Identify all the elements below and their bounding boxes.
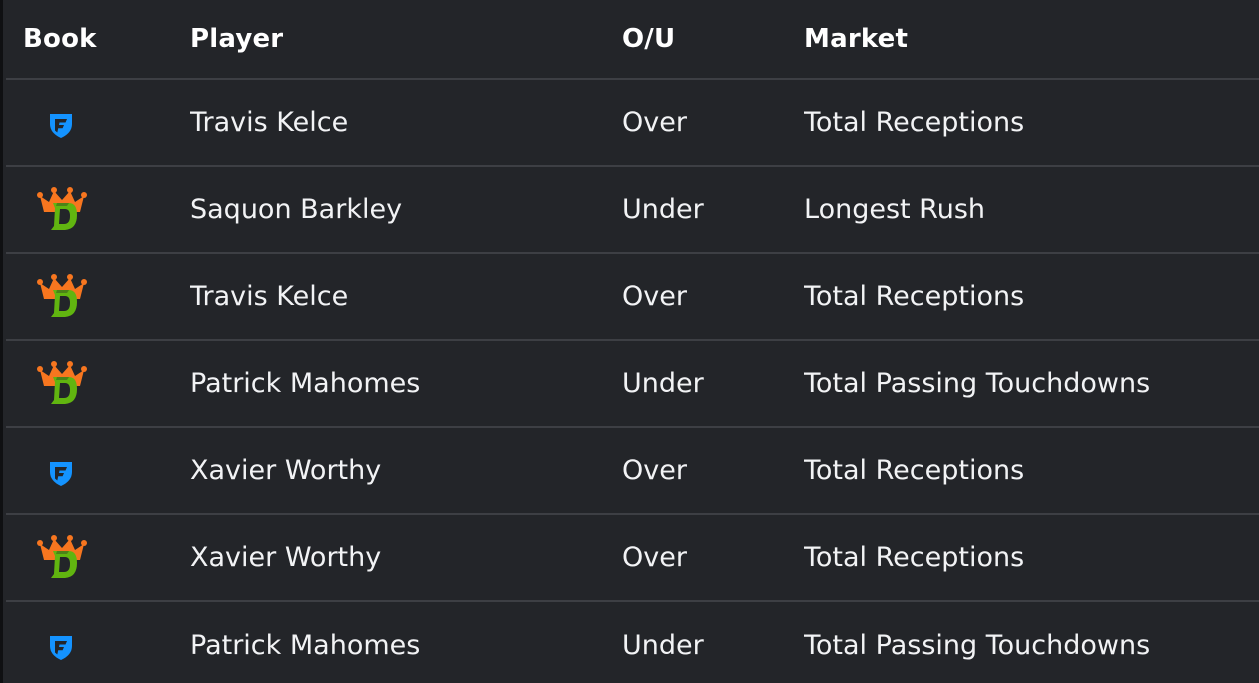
book-logo [6,267,190,327]
ou-cell: Under [622,340,804,428]
market-cell: Total Receptions [804,79,1259,167]
column-header-player[interactable]: Player [190,0,622,80]
ou-cell: Over [622,514,804,602]
player-cell: Xavier Worthy [190,427,622,515]
column-header-market[interactable]: Market [804,0,1259,80]
book-cell [6,166,190,254]
ou-cell: Under [622,166,804,254]
book-logo [6,180,190,240]
player-cell: Patrick Mahomes [190,340,622,428]
table-row[interactable]: Saquon Barkley Under Longest Rush [6,166,1259,254]
column-header-ou[interactable]: O/U [622,0,804,80]
ou-cell: Over [622,253,804,341]
book-logo [6,93,190,153]
fanduel-icon [50,636,72,660]
ou-cell: Under [622,629,704,661]
player-cell: Saquon Barkley [190,166,622,254]
ou-cell: Over [622,79,804,167]
table-row[interactable]: Patrick Mahomes Under Total Passing Touchd… [6,601,1259,683]
book-cell [6,427,190,515]
player-cell: Travis Kelce [190,253,622,341]
book-cell [6,514,190,602]
market-cell: Total Receptions [804,427,1259,515]
draftkings-icon [37,534,87,578]
column-header-book[interactable]: Book [6,0,190,80]
book-cell [6,79,190,167]
fanduel-icon [50,113,72,138]
player-cell: Xavier Worthy [190,514,622,602]
draftkings-icon [37,186,87,230]
table-header-row: Book Player O/U Market [6,0,1259,80]
book-logo [6,615,190,675]
market-cell: Total Receptions [804,253,1259,341]
player-cell: Patrick Mahomes [190,629,421,661]
book-cell [6,601,190,683]
table-row[interactable]: Xavier Worthy Over Total Receptions [6,427,1259,515]
table-row[interactable]: Travis Kelce Over Total Receptions [6,253,1259,341]
player-cell: Travis Kelce [190,79,622,167]
book-logo [6,354,190,414]
table-row[interactable]: Travis Kelce Over Total Receptions [6,79,1259,167]
table-row[interactable]: Xavier Worthy Over Total Receptions [6,514,1259,602]
market-cell: Total Passing Touchdowns [804,340,1259,428]
draftkings-icon [37,273,87,317]
book-cell [6,253,190,341]
draftkings-icon [37,360,87,404]
book-logo [6,528,190,588]
bets-table: Book Player O/U Market Travis Kelce Over T… [6,0,1259,683]
table-row[interactable]: Patrick Mahomes Under Total Passing Touchd… [6,340,1259,428]
market-cell: Longest Rush [804,166,1259,254]
book-logo [6,441,190,501]
ou-cell: Over [622,427,804,515]
fanduel-icon [50,461,72,486]
book-cell [6,340,190,428]
market-cell: Total Passing Touchdowns [804,629,1151,661]
market-cell: Total Receptions [804,514,1259,602]
